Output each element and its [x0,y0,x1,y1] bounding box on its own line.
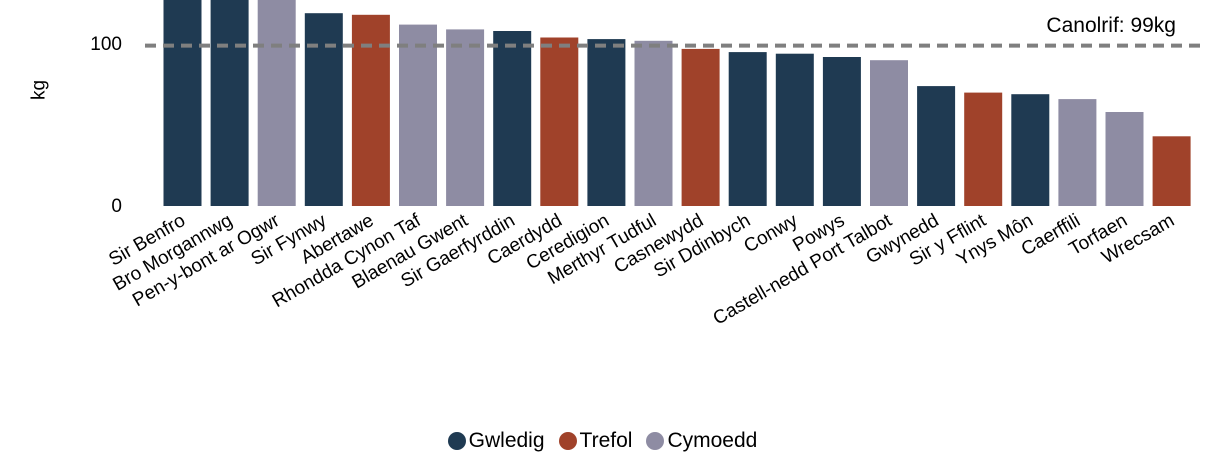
legend: Gwledig Trefol Cymoedd [0,424,1205,458]
legend-item-trefol[interactable]: Trefol [558,429,633,453]
bar-sir-ddinbych[interactable] [728,52,767,206]
bar-wrecsam[interactable] [1152,136,1191,206]
bar-castell-nedd-port-talbot[interactable] [870,60,908,207]
bar-powys[interactable] [822,57,861,206]
legend-swatch-gwledig [447,432,466,450]
bar-torfaen[interactable] [1105,112,1144,206]
bar-sir-y-fflint[interactable] [964,92,1003,206]
bars-layer [163,0,1191,207]
legend-item-cymoedd[interactable]: Cymoedd [646,429,757,453]
y-axis: 0 100 kg [29,34,122,217]
bar-ceredigion[interactable] [587,39,626,206]
bar-sir-gaerfyrddin[interactable] [493,31,532,206]
legend-item-gwledig[interactable]: Gwledig [447,429,545,453]
legend-swatch-cymoedd [646,432,665,450]
legend-swatch-trefol [558,432,577,450]
bar-casnewydd[interactable] [681,48,720,207]
y-axis-title: kg [29,80,50,100]
bar-caerffili[interactable] [1058,99,1097,206]
reference-line-layer: Canolrif: 99kg [145,14,1205,48]
bar-merthyr-tudful[interactable] [634,40,673,206]
bar-blaenau-gwent[interactable] [446,29,485,207]
y-tick-label-0: 0 [111,196,122,217]
bar-sir-benfro[interactable] [163,0,202,206]
legend-label-gwledig: Gwledig [468,429,545,452]
bar-gwynedd[interactable] [917,86,956,206]
legend-label-cymoedd: Cymoedd [667,429,758,452]
bar-rhondda-cynon-taf[interactable] [399,24,437,206]
bar-conwy[interactable] [775,53,814,207]
legend-label-trefol: Trefol [579,429,633,452]
bar-abertawe[interactable] [351,14,390,206]
bar-bro-morgannwg[interactable] [210,0,249,206]
bar-caerdydd[interactable] [540,37,579,207]
bar-pen-y-bont-ar-ogwr[interactable] [257,0,296,206]
median-reference-label: Canolrif: 99kg [1046,14,1176,37]
bar-sir-fynwy[interactable] [304,13,343,207]
x-tick-label-conwy: Conwy [741,210,802,257]
y-tick-label-100: 100 [90,34,122,55]
bar-ynys-mon[interactable] [1011,94,1050,206]
